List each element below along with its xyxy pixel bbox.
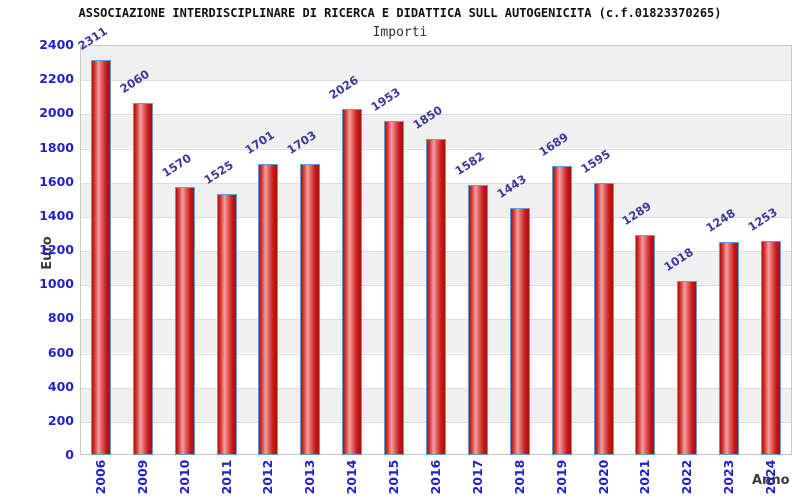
y-tick-label: 2000 xyxy=(39,105,74,121)
x-tick-label: 2020 xyxy=(595,459,611,495)
y-tick-label: 2200 xyxy=(39,71,74,87)
y-tick-label: 600 xyxy=(47,344,74,360)
bar xyxy=(384,121,405,455)
bar xyxy=(90,60,111,455)
bar xyxy=(216,194,237,455)
bar xyxy=(551,166,572,455)
gridline xyxy=(81,114,791,115)
y-tick-label: 1800 xyxy=(39,139,74,155)
bar xyxy=(132,103,153,455)
x-tick-label: 2021 xyxy=(637,459,653,495)
chart-subtitle: Importi xyxy=(372,25,428,40)
x-tick-label: 2019 xyxy=(553,459,569,495)
x-tick-label: 2011 xyxy=(218,459,234,495)
bar xyxy=(300,164,321,455)
bar xyxy=(258,164,279,455)
chart-title: ASSOCIAZIONE INTERDISCIPLINARE DI RICERC… xyxy=(78,6,722,20)
y-tick-label: 1400 xyxy=(39,207,74,223)
x-tick-label: 2017 xyxy=(469,459,485,495)
x-tick-label: 2016 xyxy=(428,459,443,495)
y-tick-label: 800 xyxy=(47,310,74,326)
y-tick-label: 1600 xyxy=(39,173,74,189)
gridline xyxy=(81,80,791,81)
bar xyxy=(719,241,740,455)
x-axis-title: Anno xyxy=(752,473,790,488)
bar xyxy=(509,208,530,455)
x-tick-label: 2006 xyxy=(92,459,108,495)
bar xyxy=(677,281,698,455)
bar xyxy=(174,186,195,455)
bar xyxy=(635,234,656,455)
plot-band xyxy=(81,80,791,115)
x-tick-label: 2023 xyxy=(721,459,737,495)
y-tick-label: 2400 xyxy=(39,37,74,52)
x-tick-label: 2015 xyxy=(386,459,402,495)
bar xyxy=(426,138,446,455)
y-tick-label: 0 xyxy=(65,447,74,462)
x-tick-label: 2012 xyxy=(260,459,276,495)
x-tick-label: 2024 xyxy=(763,459,779,495)
x-tick-label: 2022 xyxy=(679,459,695,495)
x-tick-label: 2018 xyxy=(511,459,527,495)
plot-band xyxy=(81,46,791,81)
bar xyxy=(761,240,782,455)
y-tick-label: 400 xyxy=(47,378,74,394)
x-tick-label: 2013 xyxy=(302,459,318,495)
y-tick-label: 1200 xyxy=(39,242,74,257)
y-tick-label: 1000 xyxy=(39,276,74,292)
x-tick-label: 2014 xyxy=(344,459,360,495)
x-tick-label: 2010 xyxy=(176,459,192,495)
bar xyxy=(467,184,488,455)
bar xyxy=(342,108,363,455)
y-tick-label: 200 xyxy=(47,412,74,428)
x-tick-label: 2009 xyxy=(134,459,150,495)
bar xyxy=(593,182,614,455)
